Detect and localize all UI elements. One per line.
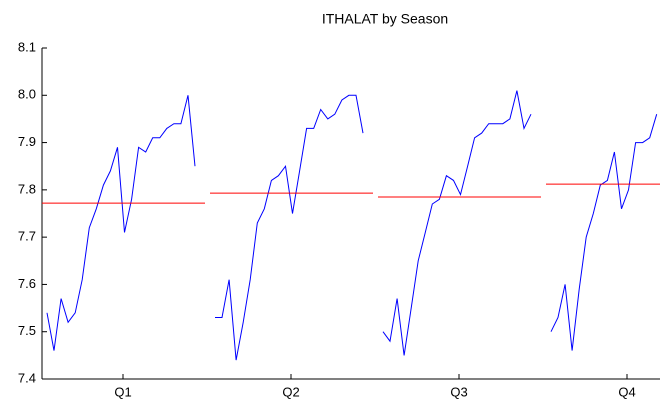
season-line	[550, 114, 658, 351]
y-tick-label: 7.4	[18, 370, 36, 385]
y-tick-label: 7.7	[18, 229, 36, 244]
y-tick-label: 7.5	[18, 323, 36, 338]
season-line	[46, 95, 196, 351]
y-tick-label: 7.9	[18, 134, 36, 149]
x-tick-label: Q2	[282, 384, 299, 399]
season-line	[215, 94, 364, 361]
y-tick-label: 7.6	[18, 276, 36, 291]
y-tick-label: 8.0	[18, 87, 36, 102]
x-tick-label: Q1	[114, 384, 131, 399]
season-line	[382, 90, 532, 356]
y-tick-label: 8.1	[18, 39, 36, 54]
chart-title: ITHALAT by Season	[322, 11, 448, 27]
x-tick-label: Q3	[450, 384, 467, 399]
x-tick-label: Q4	[618, 384, 635, 399]
y-tick-label: 7.8	[18, 181, 36, 196]
